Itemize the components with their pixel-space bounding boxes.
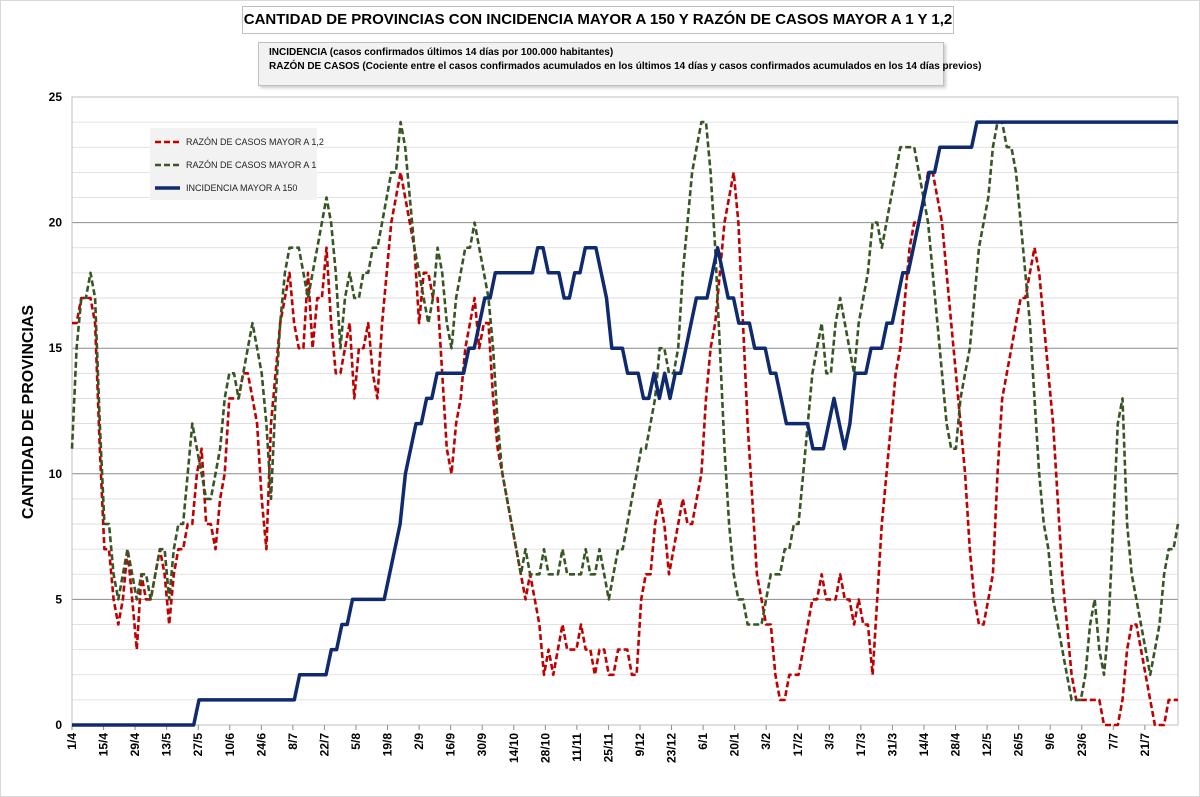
- series-lines: [70, 120, 1180, 727]
- y-tick-label: 0: [55, 718, 62, 732]
- x-tick-label: 24/6: [254, 733, 268, 757]
- series-line-2: [70, 120, 1180, 702]
- x-tick-label: 14/4: [917, 733, 931, 757]
- chart-title: CANTIDAD DE PROVINCIAS CON INCIDENCIA MA…: [242, 6, 954, 34]
- x-tick-label: 14/10: [507, 733, 521, 763]
- x-tick-label: 19/8: [381, 733, 395, 757]
- axes: 0 5 10 15 20 25 1/4 15/4 29/4 13/5 27/5 10/6 24/6 8/7…: [49, 90, 1179, 763]
- x-tick-label: 9/6: [1043, 733, 1057, 750]
- x-tick-label: 28/10: [538, 733, 552, 763]
- x-tick-label: 8/7: [286, 733, 300, 750]
- x-tick-label: 5/8: [349, 733, 363, 750]
- x-tick-label: 7/7: [1106, 733, 1120, 750]
- plot-area: [71, 96, 1179, 726]
- legend-label: RAZÓN DE CASOS MAYOR A 1,2: [186, 137, 324, 147]
- chart-subtitle-box: INCIDENCIA (casos confirmados últimos 14…: [258, 42, 982, 86]
- x-tick-label: 31/3: [885, 733, 899, 757]
- legend: RAZÓN DE CASOS MAYOR A 1,2 RAZÓN DE CASOS…: [150, 128, 324, 200]
- y-tick-label: 20: [49, 216, 63, 230]
- x-tick-label: 12/5: [980, 733, 994, 757]
- y-tick-label: 15: [49, 341, 63, 355]
- x-tick-label: 13/5: [160, 733, 174, 757]
- x-tick-label: 30/9: [475, 733, 489, 757]
- x-tick-label: 10/6: [223, 733, 237, 757]
- x-tick-label: 28/4: [949, 733, 963, 757]
- x-tick-label: 2/9: [412, 733, 426, 750]
- x-tick-label: 23/12: [665, 733, 679, 763]
- x-tick-label: 25/11: [601, 733, 615, 763]
- x-tick-label: 29/4: [128, 733, 142, 757]
- x-tick-label: 26/5: [1012, 733, 1026, 757]
- x-tick-label: 15/4: [97, 733, 111, 757]
- x-tick-label: 22/7: [317, 733, 331, 757]
- x-tick-label: 20/1: [728, 733, 742, 757]
- x-tick-label: 17/3: [854, 733, 868, 757]
- x-tick-label: 6/1: [696, 733, 710, 750]
- subtitle-line-razon: RAZÓN DE CASOS (Cociente entre el casos …: [269, 61, 982, 72]
- x-tick-label: 11/11: [570, 733, 584, 762]
- y-tick-label: 5: [55, 592, 62, 606]
- legend-label: INCIDENCIA MAYOR A 150: [186, 183, 297, 193]
- x-tick-label: 9/12: [633, 733, 647, 757]
- y-tick-label: 25: [49, 90, 63, 104]
- x-tick-label: 21/7: [1138, 733, 1152, 757]
- subtitle-line-incidencia: INCIDENCIA (casos confirmados últimos 14…: [269, 47, 614, 58]
- y-tick-label: 10: [49, 467, 63, 481]
- legend-label: RAZÓN DE CASOS MAYOR A 1: [186, 160, 316, 170]
- x-tick-label: 1/4: [65, 733, 79, 750]
- x-tick-label: 17/2: [791, 733, 805, 757]
- x-tick-label: 23/6: [1075, 733, 1089, 757]
- series-line-1: [72, 171, 1178, 727]
- x-tick-label: 16/9: [444, 733, 458, 757]
- series-line-3: [72, 120, 1178, 727]
- x-tick-label: 3/3: [822, 733, 836, 750]
- x-tick-label: 3/2: [759, 733, 773, 750]
- x-tick-label: 27/5: [191, 733, 205, 757]
